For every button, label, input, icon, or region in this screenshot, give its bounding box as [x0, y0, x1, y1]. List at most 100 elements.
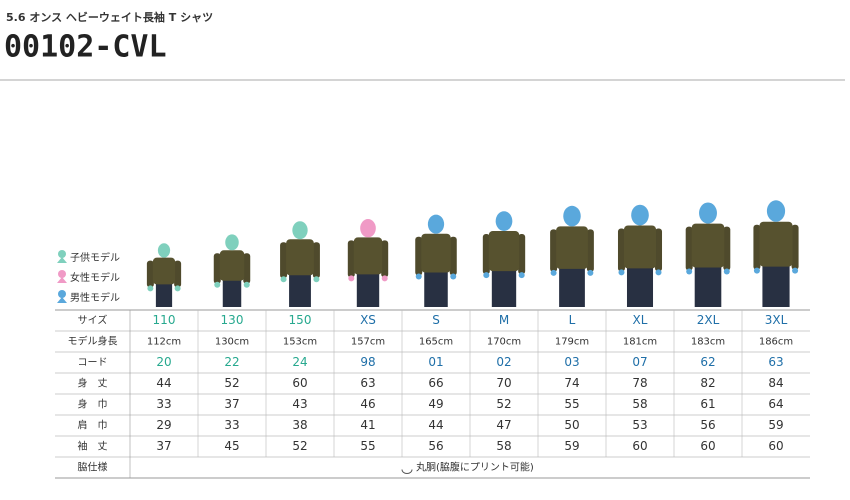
- cell: 78: [632, 376, 647, 390]
- cell: 60: [632, 439, 647, 453]
- figure-arm: [312, 242, 320, 279]
- figure-arm: [586, 229, 594, 272]
- figure-shirt: [488, 230, 520, 272]
- cell: 3XL: [765, 313, 788, 327]
- cell: 22: [224, 355, 239, 369]
- cell: 38: [292, 418, 307, 432]
- cell: 50: [564, 418, 579, 432]
- row-label: 身 巾: [78, 398, 108, 411]
- figure-arm: [791, 224, 799, 270]
- legend-icon: [57, 297, 67, 303]
- figure-shirt: [556, 226, 588, 269]
- figure-head: [157, 243, 171, 258]
- cell: 58: [632, 397, 647, 411]
- figure-hand: [483, 272, 490, 279]
- figure-head: [563, 205, 581, 227]
- figure-hand: [792, 267, 799, 274]
- figure-legs: [559, 266, 585, 307]
- cell: 53: [632, 418, 647, 432]
- cell: 179cm: [555, 337, 589, 348]
- figure-head: [699, 202, 717, 224]
- cell: 33: [156, 397, 171, 411]
- legend-label: 女性モデル: [70, 271, 120, 284]
- cell: 60: [700, 439, 715, 453]
- legend-icon: [58, 290, 66, 298]
- cell: 29: [156, 418, 171, 432]
- cell: L: [569, 313, 576, 327]
- figure-shirt: [152, 257, 176, 285]
- cell: 55: [564, 397, 579, 411]
- figure-hand: [518, 272, 525, 279]
- legend-label: 子供モデル: [70, 251, 120, 264]
- row-label: 肩 巾: [78, 419, 108, 432]
- cell: 58: [496, 439, 511, 453]
- figure-shirt: [691, 223, 725, 268]
- cell: 64: [768, 397, 783, 411]
- row-label: サイズ: [78, 314, 108, 327]
- cell: 02: [496, 355, 511, 369]
- figure-hand: [618, 269, 625, 276]
- cell: 165cm: [419, 337, 453, 348]
- legend-icon: [57, 257, 67, 263]
- row-label: コード: [78, 358, 108, 369]
- cell: 183cm: [691, 337, 725, 348]
- figure-legs: [222, 278, 242, 307]
- figure-hand: [655, 269, 662, 276]
- figure-head: [631, 204, 649, 226]
- cell: 61: [700, 397, 715, 411]
- cell: 84: [768, 376, 783, 390]
- cell: XL: [633, 313, 648, 327]
- figure-hand: [587, 269, 594, 276]
- figure-head: [225, 234, 239, 251]
- figure-hand: [348, 275, 355, 282]
- figure-hand: [214, 281, 221, 288]
- legend-icon: [57, 277, 67, 283]
- figure-shirt: [286, 239, 314, 276]
- figure-shirt: [353, 237, 383, 275]
- figure-legs: [694, 265, 722, 307]
- row-label: モデル身長: [68, 335, 118, 348]
- cell: XS: [360, 313, 376, 327]
- cell: 62: [700, 355, 715, 369]
- figure-arm: [243, 253, 251, 284]
- cell: 24: [292, 355, 307, 369]
- cell: 37: [156, 439, 171, 453]
- cell: 20: [156, 355, 171, 369]
- figure-arm: [381, 240, 389, 278]
- figure-hand: [313, 276, 320, 283]
- cell: 43: [292, 397, 307, 411]
- figure-shirt: [219, 250, 245, 281]
- figure-arm: [723, 226, 731, 271]
- figure-arm: [655, 228, 663, 272]
- cell: 63: [768, 355, 783, 369]
- figure-arm: [550, 229, 558, 272]
- cell: 130cm: [215, 337, 249, 348]
- cell: 丸胴(脇腹にプリント可能): [416, 461, 534, 474]
- cell: 59: [768, 418, 783, 432]
- title: 00102-CVL: [4, 30, 167, 65]
- figure-arm: [753, 224, 761, 270]
- figure-hand: [415, 273, 422, 280]
- cell: 59: [564, 439, 579, 453]
- cell: 52: [292, 439, 307, 453]
- figure-arm: [482, 233, 490, 275]
- row-label: 脇仕様: [78, 461, 108, 474]
- figure-hand: [147, 285, 154, 292]
- figure-head: [766, 200, 786, 222]
- cell: 45: [224, 439, 239, 453]
- cell: 150: [289, 313, 312, 327]
- cell: 2XL: [697, 313, 720, 327]
- figure-legs: [424, 270, 448, 307]
- cell: 60: [292, 376, 307, 390]
- cell: 82: [700, 376, 715, 390]
- figure-hand: [243, 281, 250, 288]
- figure-shirt: [421, 233, 451, 273]
- cell: 112cm: [147, 337, 181, 348]
- cell: 170cm: [487, 337, 521, 348]
- cell: M: [499, 313, 509, 327]
- figure-hand: [174, 285, 181, 292]
- cell: 130: [221, 313, 244, 327]
- cell: 56: [700, 418, 715, 432]
- figure-head: [360, 219, 376, 238]
- figure-legs: [155, 282, 173, 307]
